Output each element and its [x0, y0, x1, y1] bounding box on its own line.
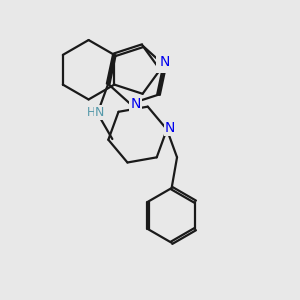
- Text: H: H: [87, 106, 95, 119]
- Text: S: S: [157, 57, 166, 71]
- Text: N: N: [165, 121, 175, 135]
- Text: N: N: [130, 97, 141, 111]
- Text: N: N: [95, 106, 104, 119]
- Text: N: N: [160, 55, 170, 69]
